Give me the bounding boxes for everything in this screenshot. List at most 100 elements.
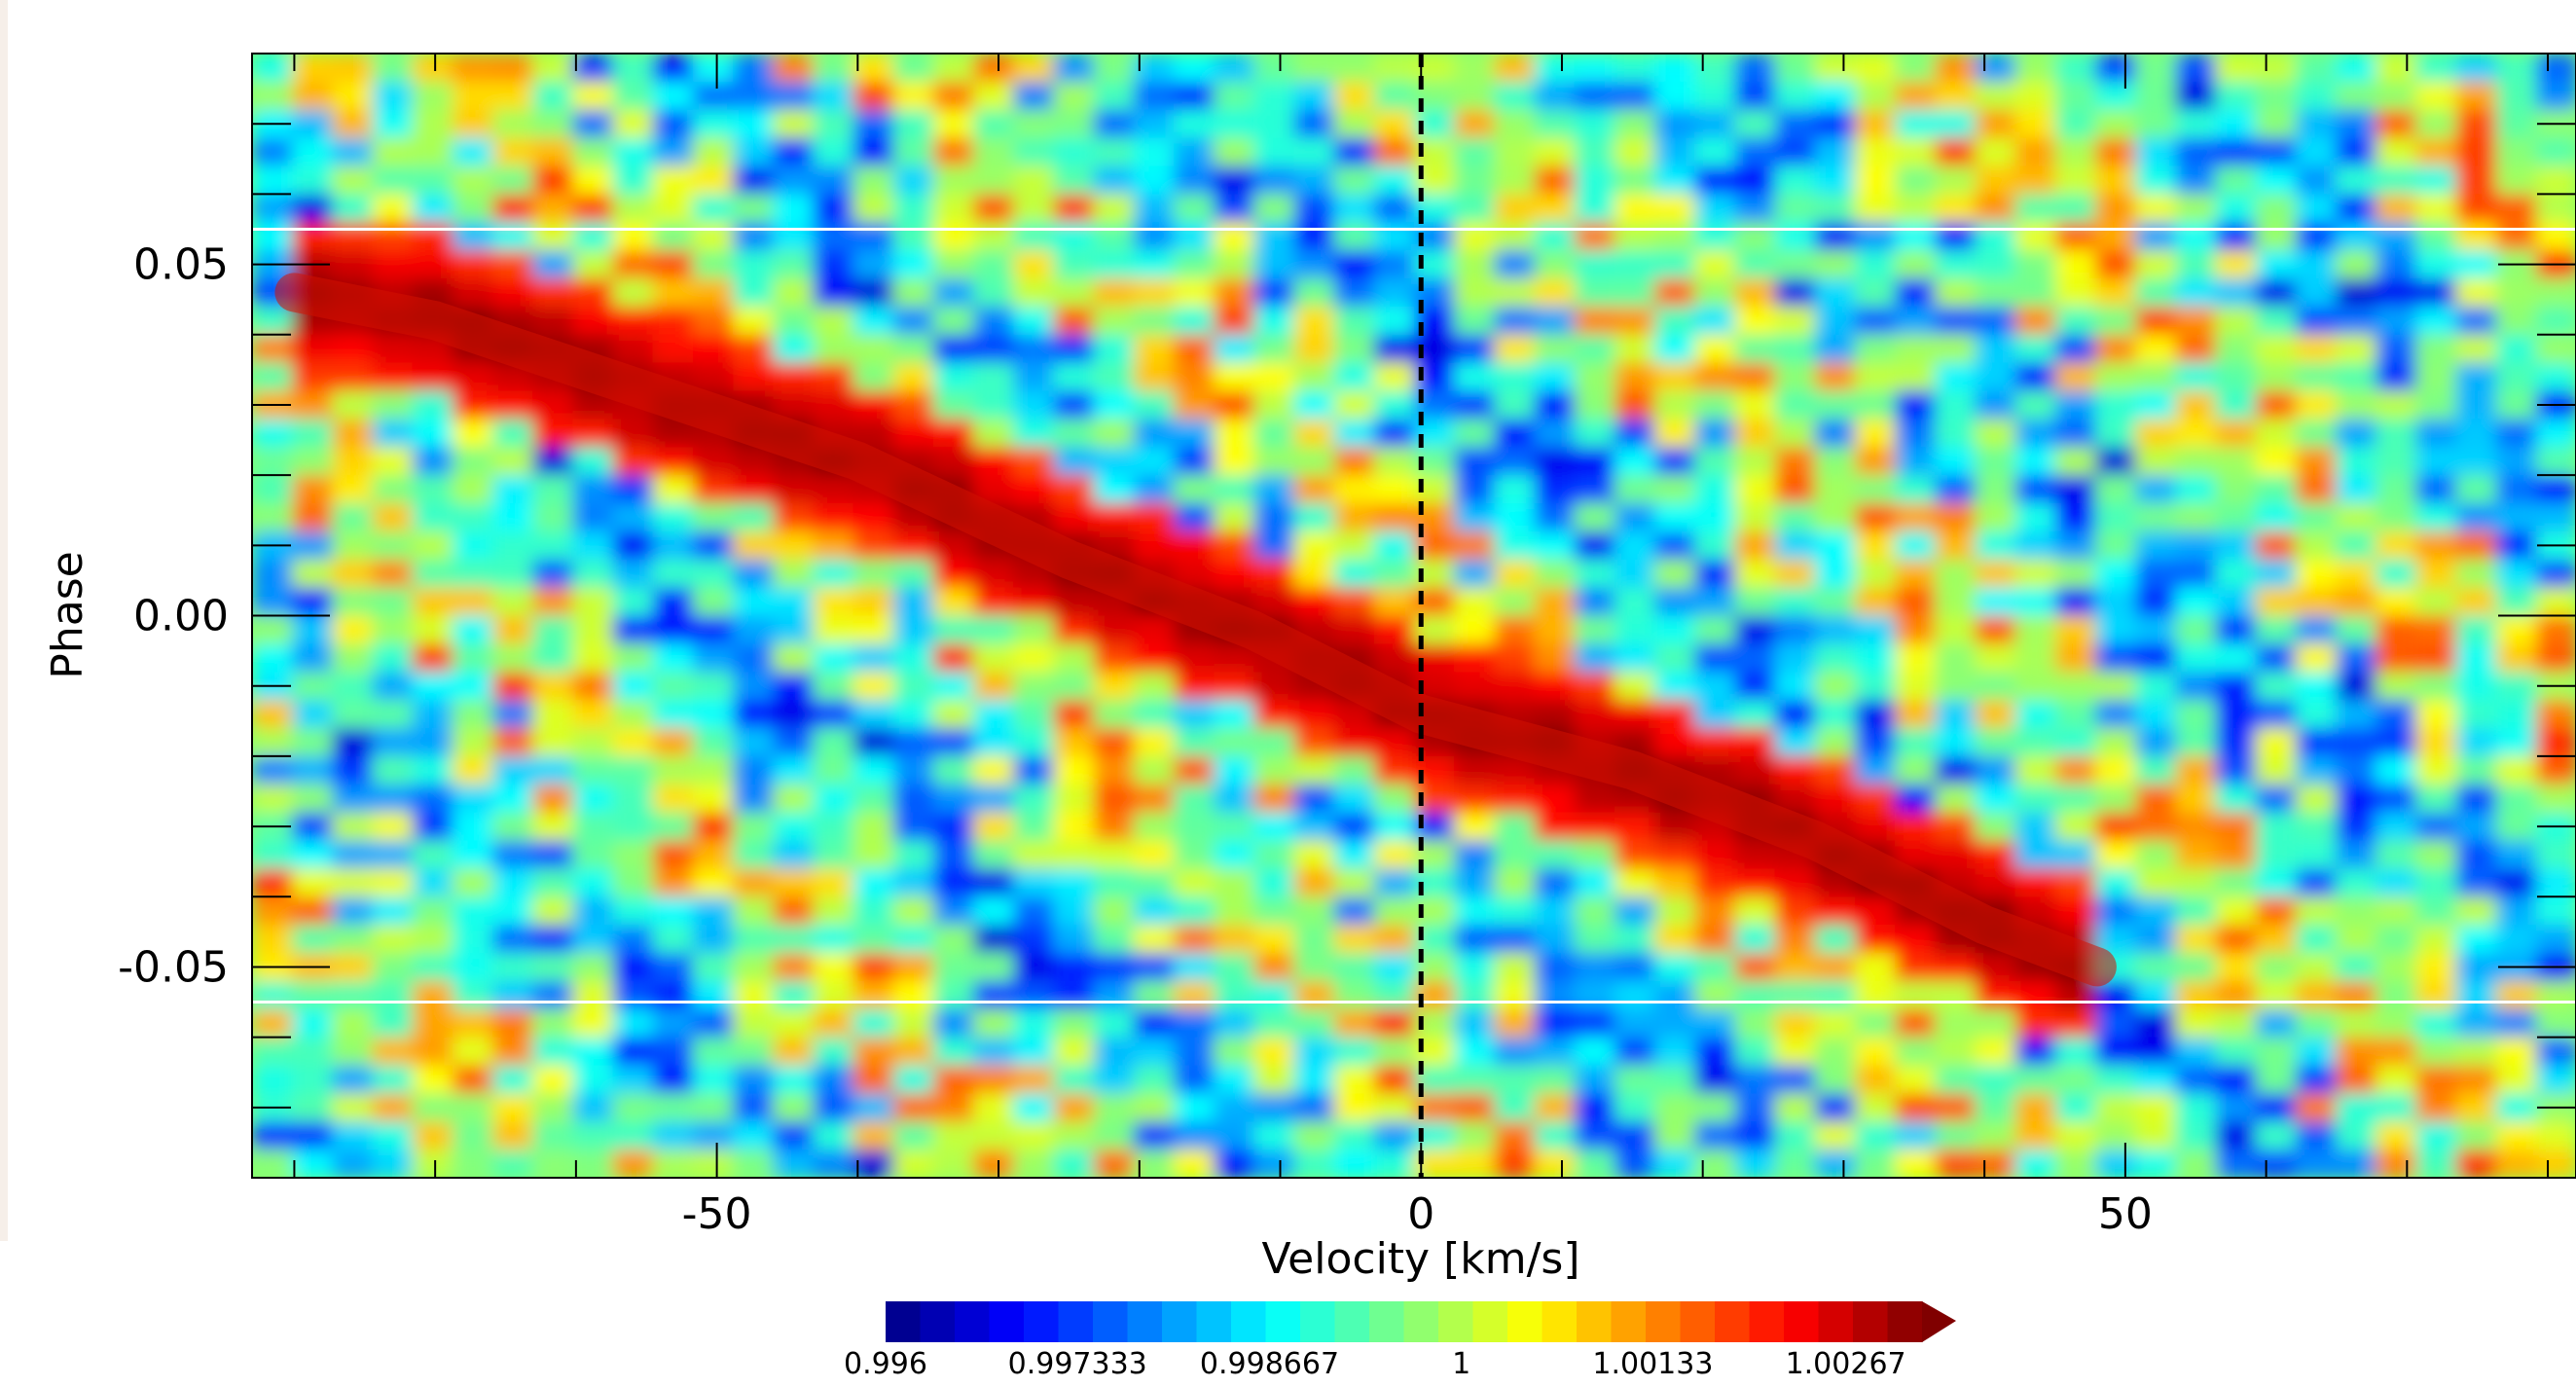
- contour-cell: [2215, 503, 2257, 532]
- contour-cell: [2295, 278, 2337, 308]
- contour-cell: [853, 672, 894, 702]
- colorbar-level: [886, 1301, 922, 1342]
- contour-cell: [1814, 1121, 1856, 1151]
- contour-cell: [292, 868, 334, 898]
- contour-cell: [1454, 503, 1496, 532]
- contour-cell: [2255, 812, 2297, 842]
- contour-cell: [2535, 278, 2576, 308]
- contour-cell: [1854, 700, 1897, 729]
- contour-cell: [332, 530, 374, 561]
- contour-cell: [372, 559, 414, 589]
- contour-cell: [1534, 868, 1576, 898]
- contour-cell: [1053, 54, 1095, 83]
- contour-cell: [1494, 250, 1536, 279]
- contour-cell: [652, 728, 694, 757]
- contour-cell: [2415, 447, 2457, 477]
- contour-cell: [1694, 925, 1736, 954]
- contour-cell: [1013, 587, 1055, 617]
- contour-cell: [733, 728, 775, 757]
- contour-cell: [2336, 587, 2377, 617]
- contour-cell: [692, 137, 735, 167]
- contour-cell: [1053, 980, 1095, 1010]
- contour-cell: [2495, 1121, 2537, 1151]
- contour-cell: [1133, 81, 1175, 111]
- contour-cell: [1734, 587, 1776, 617]
- contour-cell: [1734, 868, 1776, 898]
- contour-cell: [452, 1037, 494, 1067]
- contour-cell: [2415, 222, 2457, 252]
- contour-cell: [2336, 250, 2377, 279]
- contour-cell: [1854, 222, 1897, 252]
- contour-cell: [412, 728, 454, 757]
- contour-cell: [1614, 306, 1656, 336]
- contour-cell: [1454, 419, 1496, 449]
- contour-cell: [773, 362, 815, 392]
- contour-cell: [2535, 1037, 2576, 1067]
- contour-cell: [932, 559, 975, 589]
- contour-cell: [572, 812, 614, 842]
- contour-cell: [1093, 1150, 1135, 1178]
- contour-cell: [1013, 1008, 1055, 1039]
- contour-cell: [332, 953, 374, 982]
- contour-cell: [692, 165, 735, 196]
- contour-cell: [1093, 419, 1135, 449]
- contour-cell: [652, 868, 694, 898]
- contour-cell: [2376, 1093, 2417, 1123]
- contour-cell: [1854, 559, 1897, 589]
- contour-cell: [1734, 109, 1776, 139]
- contour-cell: [853, 1065, 894, 1095]
- contour-cell: [1133, 54, 1175, 83]
- contour-cell: [932, 896, 975, 927]
- contour-cell: [332, 419, 374, 449]
- colorbar-level: [1749, 1301, 1785, 1342]
- contour-cell: [1774, 278, 1816, 308]
- contour-cell: [492, 587, 534, 617]
- contour-cell: [2255, 587, 2297, 617]
- contour-cell: [1935, 390, 1977, 420]
- contour-cell: [2495, 784, 2537, 814]
- contour-cell: [1814, 643, 1856, 674]
- contour-cell: [492, 165, 534, 196]
- contour-cell: [1293, 194, 1335, 224]
- contour-cell: [2255, 54, 2297, 83]
- contour-cell: [733, 362, 775, 392]
- contour-cell: [1935, 953, 1977, 982]
- contour-cell: [412, 587, 454, 617]
- contour-cell: [1373, 1037, 1415, 1067]
- contour-cell: [652, 54, 694, 83]
- contour-cell: [1854, 1150, 1897, 1178]
- contour-cell: [2295, 54, 2337, 83]
- contour-cell: [2376, 868, 2417, 898]
- contour-cell: [1935, 672, 1977, 702]
- contour-cell: [1814, 784, 1856, 814]
- contour-cell: [2054, 812, 2096, 842]
- contour-cell: [1494, 447, 1536, 477]
- contour-cell: [1574, 700, 1615, 729]
- contour-cell: [2535, 222, 2576, 252]
- contour-cell: [1333, 222, 1375, 252]
- contour-cell: [1694, 222, 1736, 252]
- contour-cell: [252, 784, 294, 814]
- contour-cell: [1133, 194, 1175, 224]
- contour-cell: [813, 587, 854, 617]
- contour-cell: [1534, 1093, 1576, 1123]
- contour-cell: [1854, 530, 1897, 561]
- contour-cell: [1013, 700, 1055, 729]
- contour-cell: [2094, 840, 2137, 870]
- contour-cell: [1814, 1037, 1856, 1067]
- contour-cell: [572, 840, 614, 870]
- contour-cell: [1373, 896, 1415, 927]
- contour-cell: [1935, 1037, 1977, 1067]
- contour-cell: [1654, 503, 1696, 532]
- x-axis-ticks: -50 0 50: [293, 54, 2550, 1239]
- contour-cell: [1614, 840, 1656, 870]
- contour-cell: [2455, 447, 2497, 477]
- contour-cell: [412, 925, 454, 954]
- contour-cell: [2455, 559, 2497, 589]
- contour-cell: [252, 306, 294, 336]
- contour-cell: [532, 165, 574, 196]
- contour-cell: [2054, 700, 2096, 729]
- contour-cell: [1574, 953, 1615, 982]
- colorbar-level: [1127, 1301, 1163, 1342]
- contour-cell: [1895, 530, 1937, 561]
